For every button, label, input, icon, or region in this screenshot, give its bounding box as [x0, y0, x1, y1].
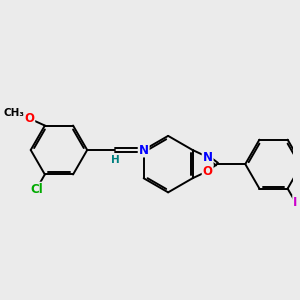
Text: Cl: Cl — [30, 183, 43, 196]
Text: N: N — [139, 143, 149, 157]
Text: H: H — [111, 155, 120, 165]
Text: O: O — [24, 112, 34, 125]
Text: N: N — [202, 151, 213, 164]
Text: I: I — [293, 196, 298, 208]
Text: CH₃: CH₃ — [3, 108, 24, 118]
Text: O: O — [202, 165, 213, 178]
